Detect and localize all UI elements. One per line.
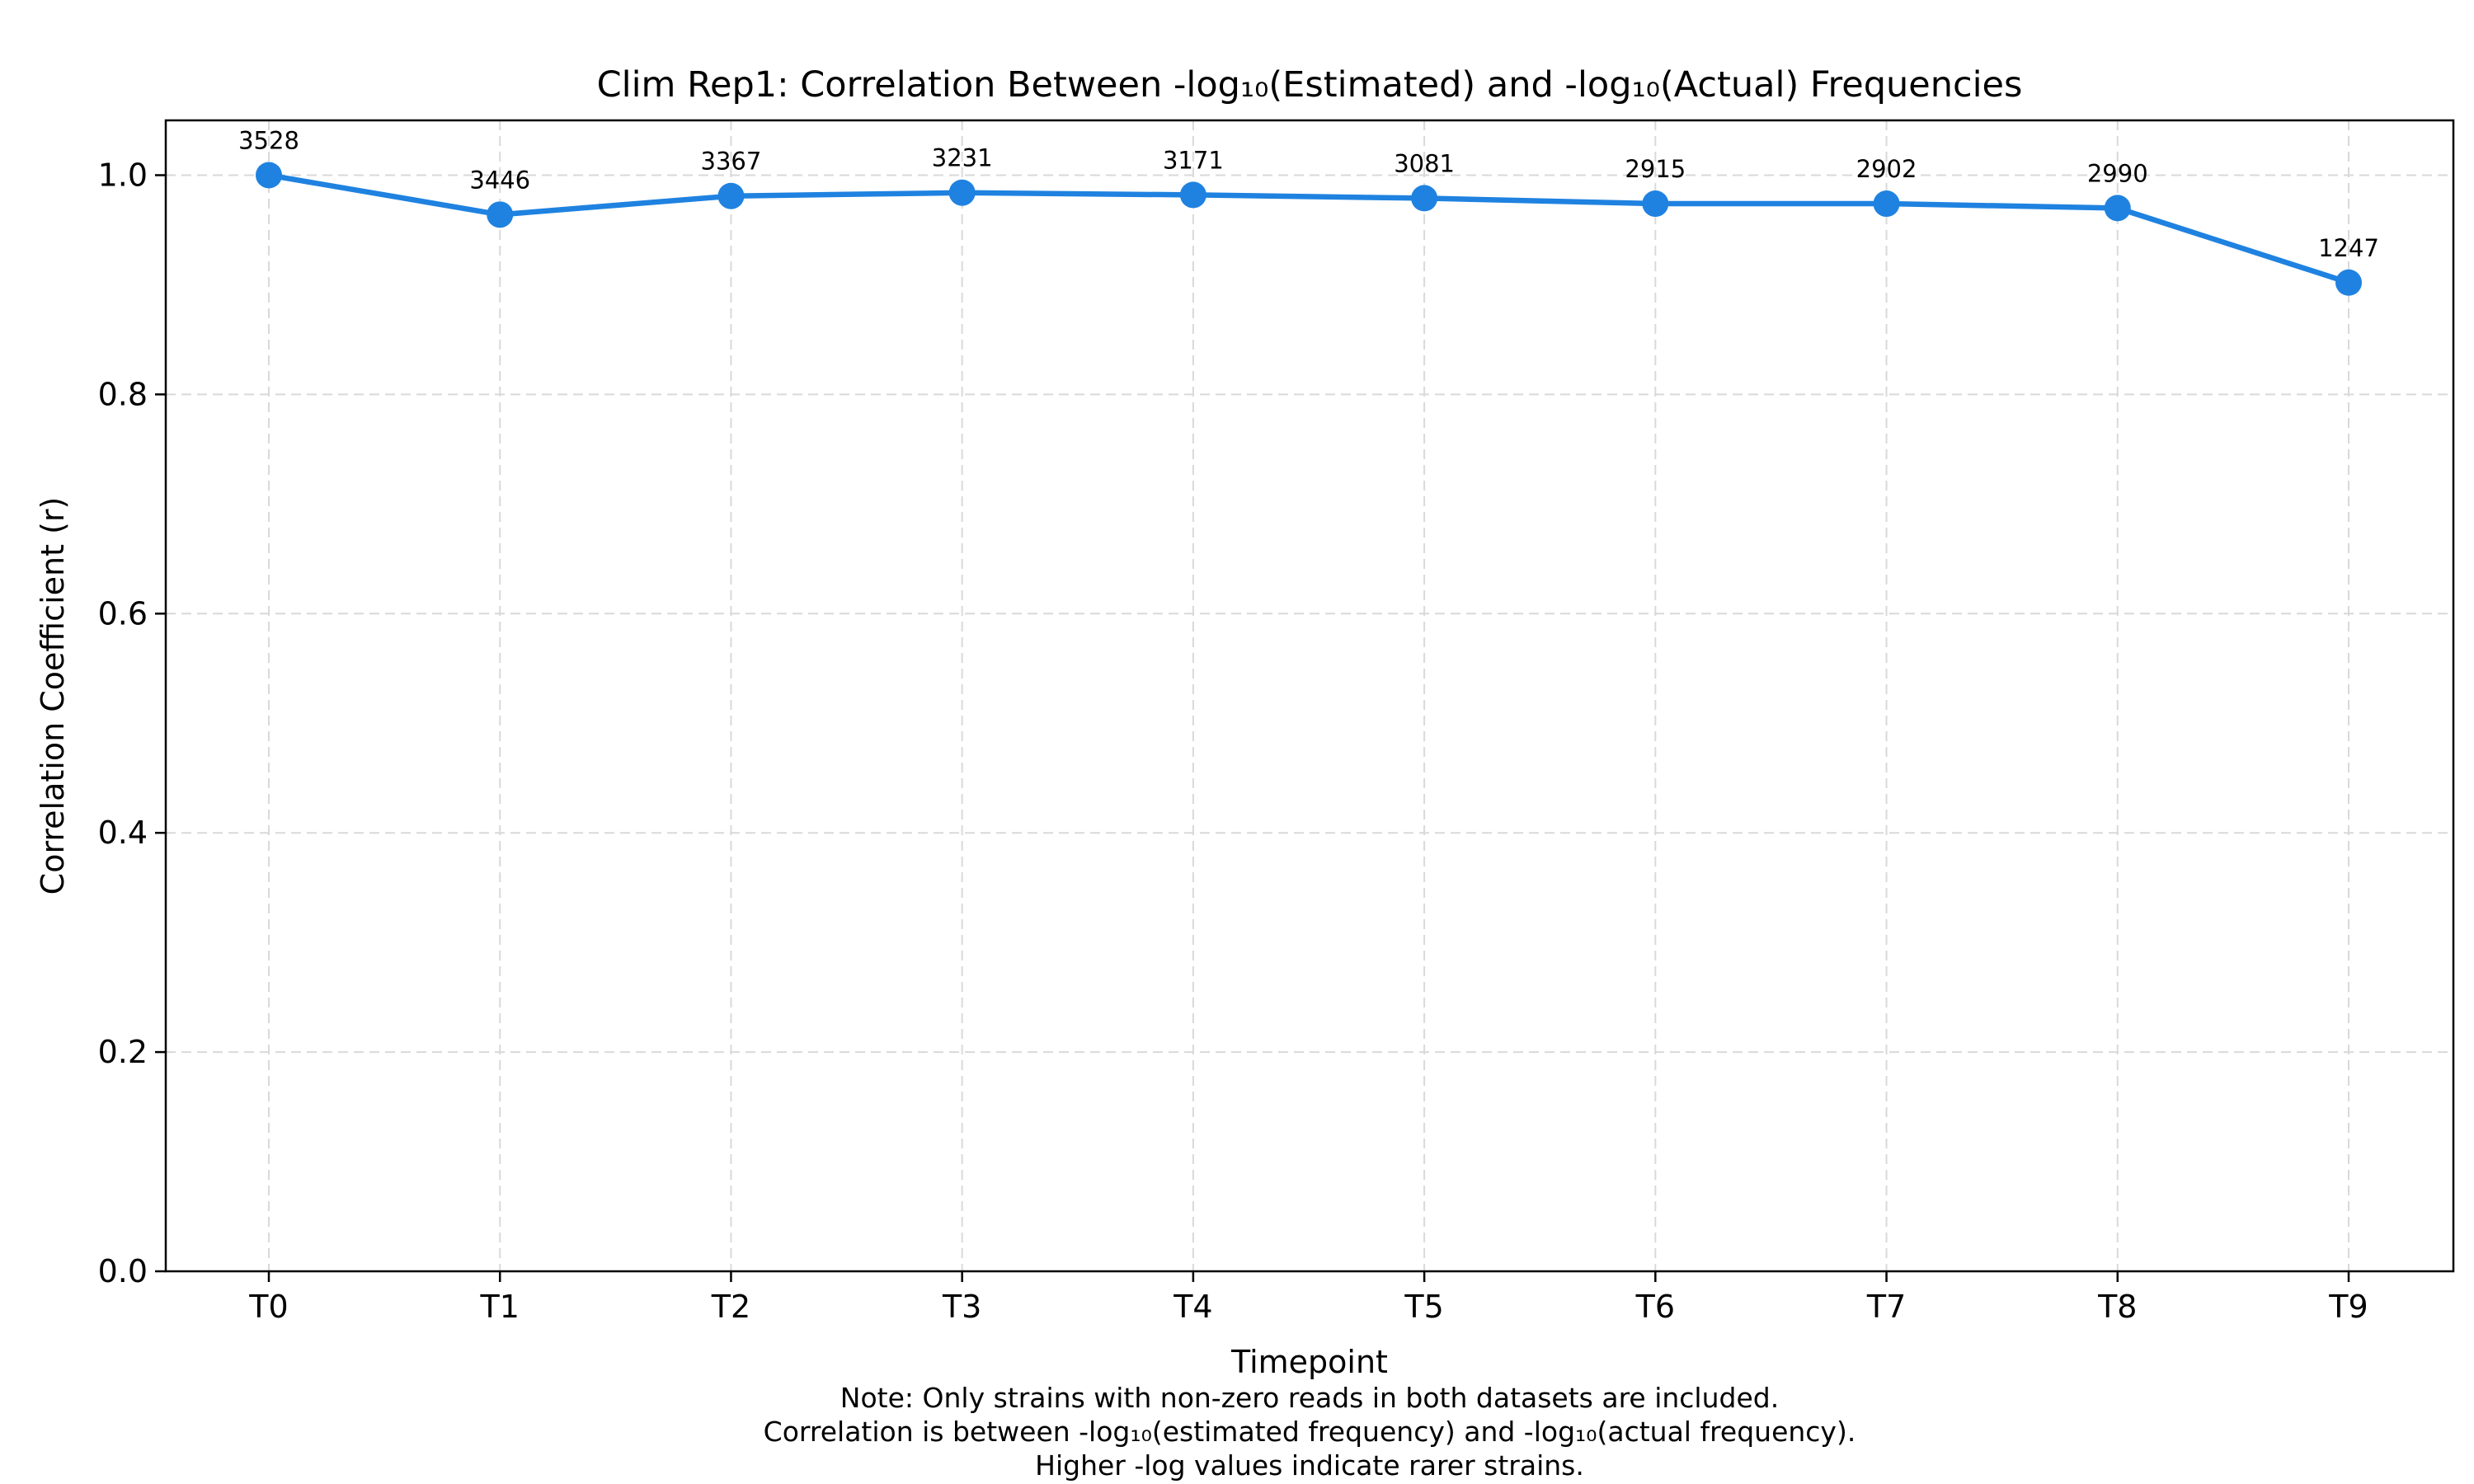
data-point xyxy=(717,182,745,209)
point-count-label: 2902 xyxy=(1856,155,1917,183)
data-point xyxy=(2335,269,2362,296)
x-tick-label: T6 xyxy=(1635,1289,1675,1325)
x-tick-label: T9 xyxy=(2328,1289,2368,1325)
note-line-2: Correlation is between -log₁₀(estimated … xyxy=(764,1416,1856,1448)
y-axis-ticks: 0.0 0.2 0.4 0.6 0.8 1.0 xyxy=(98,157,166,1289)
x-tick-label: T7 xyxy=(1866,1289,1906,1325)
grid-lines xyxy=(166,120,2453,1272)
y-tick-label: 0.0 xyxy=(98,1253,148,1289)
point-count-label: 3528 xyxy=(238,126,299,154)
point-count-label: 3171 xyxy=(1163,146,1224,174)
chart-title: Clim Rep1: Correlation Between -log₁₀(Es… xyxy=(597,64,2023,106)
point-count-label: 3446 xyxy=(469,166,530,194)
series-layer xyxy=(256,162,2362,296)
data-point xyxy=(2104,195,2131,222)
point-count-label: 3231 xyxy=(932,144,993,172)
series-line xyxy=(268,172,2349,285)
data-point xyxy=(948,179,976,206)
y-tick-label: 1.0 xyxy=(98,157,148,193)
data-point xyxy=(256,162,282,189)
y-tick-label: 0.4 xyxy=(98,815,148,851)
x-tick-label: T5 xyxy=(1404,1289,1443,1325)
x-tick-label: T2 xyxy=(711,1289,750,1325)
data-point xyxy=(487,201,514,228)
point-count-label: 2990 xyxy=(2087,159,2148,187)
y-tick-label: 0.8 xyxy=(98,376,148,412)
y-axis-label: Correlation Coefficient (r) xyxy=(35,497,71,895)
plot-area-frame xyxy=(164,119,2455,1273)
x-axis-ticks: T0 T1 T2 T3 T4 T5 T6 T7 T8 T9 xyxy=(248,1271,2368,1325)
x-tick-label: T3 xyxy=(942,1289,981,1325)
point-count-label: 1247 xyxy=(2318,234,2379,262)
x-tick-label: T8 xyxy=(2097,1289,2137,1325)
y-tick-label: 0.6 xyxy=(98,595,148,632)
data-point xyxy=(1411,185,1438,212)
data-point xyxy=(1642,190,1669,218)
note-line-3: Higher -log values indicate rarer strain… xyxy=(1035,1449,1584,1482)
data-point xyxy=(1873,190,1900,218)
point-count-label: 3367 xyxy=(701,148,762,176)
x-tick-label: T1 xyxy=(480,1289,520,1325)
data-labels: 3528 3446 3367 3231 3171 3081 2915 2902 2990 1247 xyxy=(238,126,2379,261)
x-tick-label: T0 xyxy=(248,1289,288,1325)
data-point xyxy=(1179,181,1206,209)
point-count-label: 2915 xyxy=(1625,155,1686,183)
x-axis-label: Timepoint xyxy=(1230,1344,1388,1380)
point-count-label: 3081 xyxy=(1394,149,1455,177)
y-tick-label: 0.2 xyxy=(98,1034,148,1070)
note-line-1: Note: Only strains with non-zero reads i… xyxy=(840,1382,1779,1414)
x-tick-label: T4 xyxy=(1173,1289,1212,1325)
